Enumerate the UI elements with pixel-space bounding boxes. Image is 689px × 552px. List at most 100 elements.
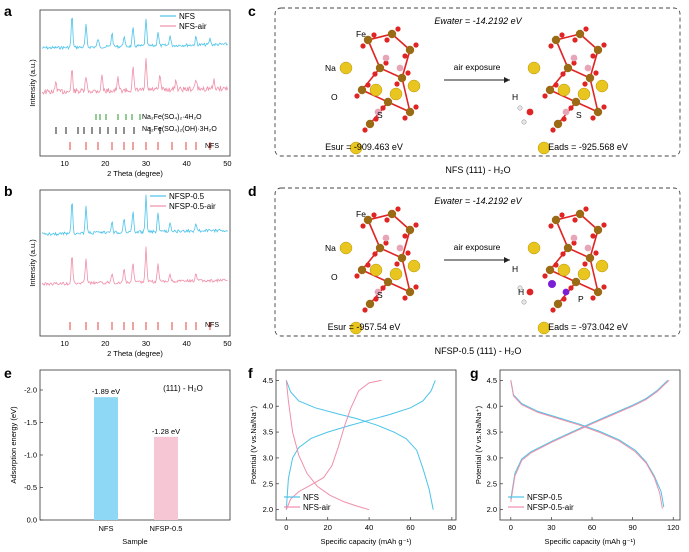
structure-c-surface <box>339 26 421 155</box>
xtick: 30 <box>142 159 150 168</box>
s-atom <box>374 108 382 116</box>
structure-d-adsorbed <box>517 206 609 335</box>
s-atom <box>396 64 404 72</box>
fe-atom <box>575 209 585 219</box>
fe-atom <box>571 97 581 107</box>
fe-atom <box>387 29 397 39</box>
panel-d-ewater: Ewater = -14.2192 eV <box>434 196 522 206</box>
ytick-label: 3.0 <box>263 453 273 462</box>
s-atom <box>570 54 578 62</box>
bond <box>401 257 411 293</box>
o-atom <box>593 70 599 76</box>
o-atom <box>360 223 366 229</box>
panel-e-annotation: (111) - H₂O <box>163 384 203 393</box>
o-atom <box>590 233 596 239</box>
ref-label-red-b: NFS <box>205 322 219 329</box>
legend-nfs-air: NFS-air <box>179 22 207 31</box>
panel-g-legend: NFSP-0.5 NFSP-0.5-air <box>508 493 574 512</box>
o-atom <box>362 127 368 133</box>
ytick-label: -2.0 <box>24 386 37 395</box>
panel-g-frame <box>499 369 681 521</box>
bond <box>401 77 411 113</box>
panel-b-xticks: 10 20 30 40 50 <box>60 339 231 348</box>
bond <box>589 229 599 259</box>
o-atom <box>380 285 386 291</box>
o-atom <box>568 285 574 291</box>
o-atom <box>360 43 366 49</box>
legend-nfs: NFS <box>303 493 319 502</box>
o-atom <box>402 53 408 59</box>
xrd-trace <box>41 194 228 237</box>
s-atom <box>396 244 404 252</box>
atom-label-fe: Fe <box>356 29 366 39</box>
xrd-a-traces <box>41 17 228 150</box>
xtick: 10 <box>60 339 68 348</box>
atom-label-s: S <box>377 290 383 300</box>
fe-atom <box>383 97 393 107</box>
ytick-label: 2.0 <box>487 505 497 514</box>
bar <box>94 397 118 520</box>
ytick-label: 2.5 <box>263 479 273 488</box>
o-atom <box>383 240 389 246</box>
o-atom <box>380 105 386 111</box>
ytick-label: 0.0 <box>27 516 37 525</box>
water-h <box>517 105 523 111</box>
fe-atom <box>397 73 407 83</box>
fe-atom <box>405 45 415 55</box>
panel-d-caption: NFSP-0.5 (111) - H₂O <box>435 346 522 356</box>
o-atom <box>601 104 607 110</box>
na-atom <box>577 267 591 281</box>
water-o <box>526 288 534 296</box>
xrd-trace <box>41 246 228 287</box>
o-atom <box>413 104 419 110</box>
o-atom <box>383 60 389 66</box>
panel-d-box <box>274 187 681 337</box>
o-atom <box>371 32 377 38</box>
o-atom <box>590 115 596 121</box>
panel-e-frame <box>39 369 231 521</box>
panel-e-ylabel: Adsorption energy (eV) <box>9 406 18 484</box>
bar-data-label: -1.28 eV <box>152 427 180 436</box>
fe-atom <box>405 287 415 297</box>
ytick-label: -1.5 <box>24 418 37 427</box>
fe-atom <box>365 299 375 309</box>
fe-atom <box>575 29 585 39</box>
water-h <box>521 299 527 305</box>
o-atom <box>373 296 379 302</box>
xrd-trace <box>41 58 228 95</box>
ref-label-black: Na₂Fe(SO₄)₂(OH)·3H₂O <box>142 126 217 133</box>
panel-g-xlabel: Specific capacity (mAh g⁻¹) <box>544 537 636 546</box>
na-atom <box>527 241 541 255</box>
s-atom <box>562 108 570 116</box>
o-atom <box>571 240 577 246</box>
bond <box>367 39 381 69</box>
bond <box>361 247 381 271</box>
o-atom <box>572 217 578 223</box>
xtick-label: 30 <box>547 523 555 532</box>
o-atom <box>553 262 559 268</box>
ytick-label: -1.0 <box>24 451 37 460</box>
o-atom <box>402 295 408 301</box>
structure-c-adsorbed <box>517 26 609 155</box>
fe-atom <box>375 243 385 253</box>
panel-c-ewater: Ewater = -14.2192 eV <box>434 16 522 26</box>
fe-atom <box>551 215 561 225</box>
o-atom <box>384 37 390 43</box>
o-atom <box>395 26 401 32</box>
atom-label-s: S <box>377 110 383 120</box>
ytick-label: 3.5 <box>487 428 497 437</box>
panel-b-xlabel: 2 Theta (degree) <box>107 349 163 358</box>
o-atom <box>365 82 371 88</box>
bond <box>589 49 599 79</box>
xtick-label: 60 <box>588 523 596 532</box>
xtick-label: 0 <box>284 523 288 532</box>
arrow-head <box>504 257 510 263</box>
na-atom <box>557 263 571 277</box>
arrow-label-d: air exposure <box>454 242 501 252</box>
o-atom <box>582 261 588 267</box>
ytick-label: 3.5 <box>263 428 273 437</box>
panel-c-caption: NFS (111) - H₂O <box>445 165 510 175</box>
panel-d-label: d <box>248 183 257 199</box>
panel-a-label: a <box>4 3 12 19</box>
o-atom <box>394 261 400 267</box>
